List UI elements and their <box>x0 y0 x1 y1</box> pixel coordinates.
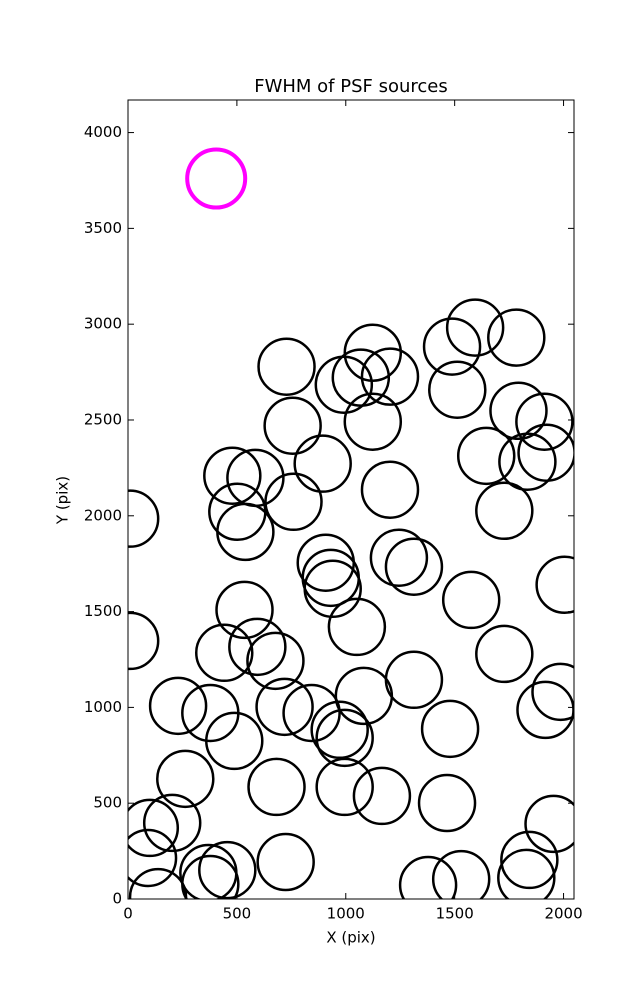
marker <box>497 848 556 899</box>
x-tick-label: 0 <box>123 905 133 923</box>
marker <box>398 855 458 899</box>
y-tick-label: 3000 <box>84 315 122 333</box>
plot-area <box>128 147 574 899</box>
marker <box>524 794 574 854</box>
marker <box>128 611 160 671</box>
y-axis-label: Y (pix) <box>54 476 72 525</box>
y-tick-label: 2500 <box>84 410 122 428</box>
x-tick-label: 1500 <box>436 905 474 923</box>
marker <box>128 798 180 858</box>
marker <box>384 650 444 710</box>
marker <box>431 849 491 899</box>
chart-title: FWHM of PSF sources <box>254 76 448 97</box>
x-tick-label: 1000 <box>327 905 365 923</box>
marker <box>360 347 420 406</box>
marker <box>263 396 322 455</box>
x-tick-label: 500 <box>223 905 252 923</box>
marker <box>255 677 314 737</box>
marker <box>535 555 574 615</box>
marker <box>148 676 208 736</box>
marker <box>331 348 391 407</box>
highlight-marker <box>185 147 248 210</box>
y-tick-label: 4000 <box>84 123 122 141</box>
marker <box>128 867 188 899</box>
y-tick-label: 2000 <box>84 506 122 524</box>
marker <box>179 843 238 899</box>
marker <box>456 426 516 486</box>
marker <box>531 662 574 722</box>
marker <box>487 308 546 367</box>
marker <box>228 617 287 677</box>
marker <box>282 683 341 743</box>
marker <box>156 749 215 809</box>
marker <box>293 434 352 493</box>
marker <box>264 472 323 532</box>
marker <box>384 537 444 597</box>
marker <box>128 489 160 548</box>
marker <box>315 757 374 817</box>
marker <box>181 854 240 899</box>
marker <box>203 446 262 505</box>
marker <box>128 828 178 888</box>
y-tick-label: 500 <box>93 794 122 812</box>
marker <box>475 624 534 684</box>
marker <box>515 392 574 451</box>
marker <box>226 448 285 508</box>
marker <box>445 298 505 357</box>
marker <box>142 793 202 853</box>
marker <box>310 700 369 760</box>
marker <box>315 708 374 768</box>
marker <box>441 570 501 630</box>
marker <box>216 502 275 562</box>
y-tick-label: 3500 <box>84 219 122 237</box>
y-tick-label: 0 <box>112 890 122 908</box>
marker <box>489 381 548 441</box>
marker <box>195 623 254 683</box>
marker <box>420 699 480 759</box>
marker <box>517 423 574 482</box>
marker <box>500 830 559 890</box>
marker <box>369 528 429 587</box>
marker <box>360 460 420 519</box>
plot-frame <box>127 99 575 900</box>
marker <box>352 766 412 826</box>
x-tick-label: 2000 <box>544 905 582 923</box>
marker <box>343 392 403 451</box>
y-tick-label: 1500 <box>84 602 122 620</box>
marker <box>343 323 403 382</box>
marker <box>215 580 274 640</box>
marker <box>428 360 487 419</box>
y-tick-label: 1000 <box>84 698 122 716</box>
marker <box>205 711 264 771</box>
marker <box>417 773 477 833</box>
marker <box>327 597 387 657</box>
marker <box>247 757 306 817</box>
marker <box>257 337 316 396</box>
marker <box>303 559 362 619</box>
marker <box>422 317 482 376</box>
marker <box>516 680 574 740</box>
marker <box>256 832 315 892</box>
marker <box>246 631 305 691</box>
marker <box>475 481 534 541</box>
x-axis-label: X (pix) <box>326 929 375 947</box>
marker <box>198 840 257 899</box>
